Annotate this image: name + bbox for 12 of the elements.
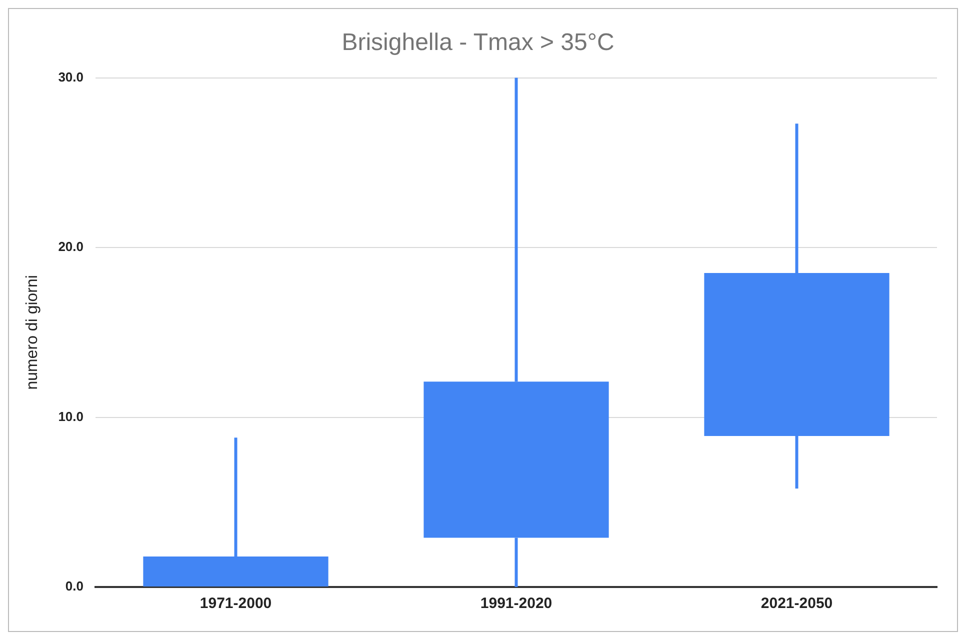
candlestick [143,438,328,586]
candlestick [424,78,609,587]
y-tick-label: 30.0 [58,69,84,84]
x-tick-label: 1991-2020 [480,595,552,612]
candlestick [704,124,890,489]
chart-title: Brisighella - Tmax > 35°C [342,29,614,56]
y-axis-title: numero di giorni [24,275,42,390]
x-tick-label: 1971-2000 [200,595,272,612]
y-tick-label: 0.0 [65,578,84,594]
x-tick-label: 2021-2050 [760,595,833,612]
y-tick-label: 20.0 [58,239,84,254]
y-tick-label: 10.0 [58,408,84,424]
